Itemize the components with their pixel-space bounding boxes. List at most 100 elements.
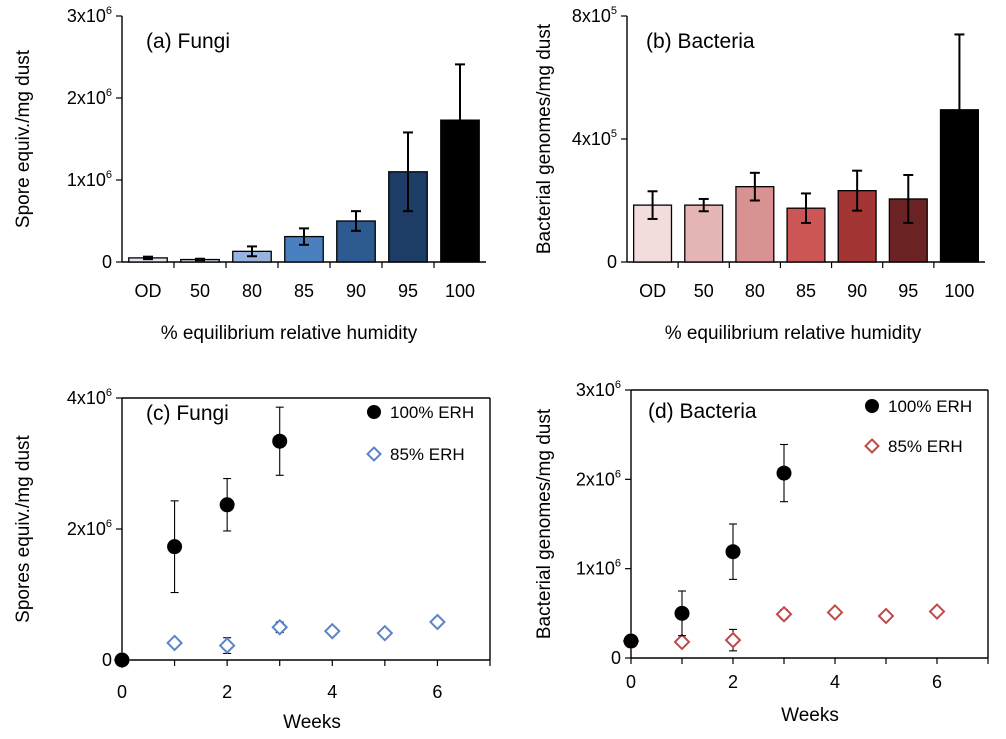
category-label: OD [135,281,162,301]
y-tick-label-base: 0 [611,648,621,668]
point-85-erh [429,613,446,631]
legend-label: 100% ERH [888,397,972,416]
legend-marker-circle [865,399,879,413]
y-tick-label-exp: 5 [611,128,617,140]
bar-50 [684,204,724,263]
y-tick-label: 2x106 [67,87,112,108]
point-85-erh [877,607,895,625]
category-label: 85 [796,281,816,301]
panel-title: (a) Fungi [146,30,230,53]
point-85-erh [218,637,236,655]
x-tick-label: 0 [117,682,127,702]
y-tick-label-base: 8x10 [572,6,611,26]
y-tick-label-base: 2x10 [67,88,106,108]
x-tick-label: 6 [432,682,442,702]
x-tick-label: 4 [830,672,840,692]
category-label: 100 [944,281,974,301]
category-label: 95 [398,281,418,301]
y-tick-label-base: 3x10 [576,380,615,400]
legend-marker-circle [367,405,381,419]
y-tick-label-exp: 5 [611,5,617,17]
y-tick-label: 0 [607,252,617,272]
y-tick-label: 4x105 [572,128,617,149]
y-axis-label: Spore equiv./mg dust [13,49,34,228]
y-tick-label-exp: 6 [615,468,621,480]
category-label: OD [639,281,666,301]
y-axis-label: Bacterial genomes/mg dust [534,23,555,254]
panel-title: (b) Bacteria [646,30,755,53]
point-100-erh [114,652,130,668]
point-85-erh [775,605,793,623]
x-tick-label: 4 [327,682,337,702]
point-85-erh [323,622,341,640]
y-tick-label: 0 [102,650,112,670]
point-100-erh [167,539,183,555]
point-85-erh [724,631,742,649]
y-axis-label: Spores equiv./mg dust [13,434,34,622]
y-axis-label: Bacterial genomes/mg dust [534,408,555,639]
y-tick-label-exp: 6 [106,518,112,530]
point-85-erh [166,634,183,652]
y-tick-label: 4x106 [67,387,112,408]
legend-label: 100% ERH [390,403,474,422]
legend-marker-diamond [366,446,382,462]
legend: 100% ERH 85% ERH [864,397,972,456]
y-tick-label-exp: 6 [106,169,112,181]
x-axis-label: % equilibrium relative humidity [665,323,922,344]
x-axis-label: Weeks [283,712,341,733]
y-tick-label-base: 4x10 [572,129,611,149]
y-tick-label: 8x105 [572,5,617,26]
category-label: 85 [294,281,314,301]
category-label: 80 [745,281,765,301]
y-tick-label-exp: 6 [106,87,112,99]
x-tick-label: 2 [222,682,232,702]
category-label: 80 [242,281,262,301]
category-label: 90 [346,281,366,301]
category-label: 100 [445,281,475,301]
point-100-erh [272,433,288,449]
y-tick-label-base: 0 [607,252,617,272]
point-85-erh [271,618,289,636]
y-tick-label-base: 1x10 [576,559,615,579]
y-tick-label: 3x106 [67,5,112,26]
y-tick-label-exp: 6 [615,379,621,391]
y-tick-label: 2x106 [576,468,621,489]
point-100-erh [219,497,235,513]
category-label: 50 [694,281,714,301]
point-100-erh [674,605,690,621]
y-tick-label-base: 2x10 [67,519,106,539]
point-100-erh [776,465,792,481]
point-85-erh [673,633,691,651]
x-tick-label: 6 [932,672,942,692]
y-tick-label-base: 0 [102,650,112,670]
category-label: 95 [898,281,918,301]
y-tick-label-base: 0 [102,252,112,272]
legend-label: 85% ERH [390,445,465,464]
y-tick-label: 1x106 [67,169,112,190]
legend-label: 85% ERH [888,437,963,456]
y-tick-label-exp: 6 [106,5,112,17]
category-label: 50 [190,281,210,301]
point-85-erh [928,603,946,620]
y-tick-label: 0 [611,648,621,668]
y-tick-label: 2x106 [67,518,112,539]
y-tick-label-base: 1x10 [67,170,106,190]
panel-title: (d) Bacteria [648,400,757,423]
point-85-erh [826,604,844,621]
y-tick-label: 3x106 [576,379,621,400]
y-tick-label: 1x106 [576,558,621,579]
y-tick-label-base: 4x10 [67,388,106,408]
x-axis-label: Weeks [781,705,839,726]
y-tick-label-exp: 6 [615,558,621,570]
category-label: 90 [847,281,867,301]
x-tick-label: 0 [626,672,636,692]
y-tick-label-base: 2x10 [576,469,615,489]
legend-marker-diamond [864,438,880,454]
point-100-erh [725,544,741,560]
point-100-erh [623,633,639,649]
